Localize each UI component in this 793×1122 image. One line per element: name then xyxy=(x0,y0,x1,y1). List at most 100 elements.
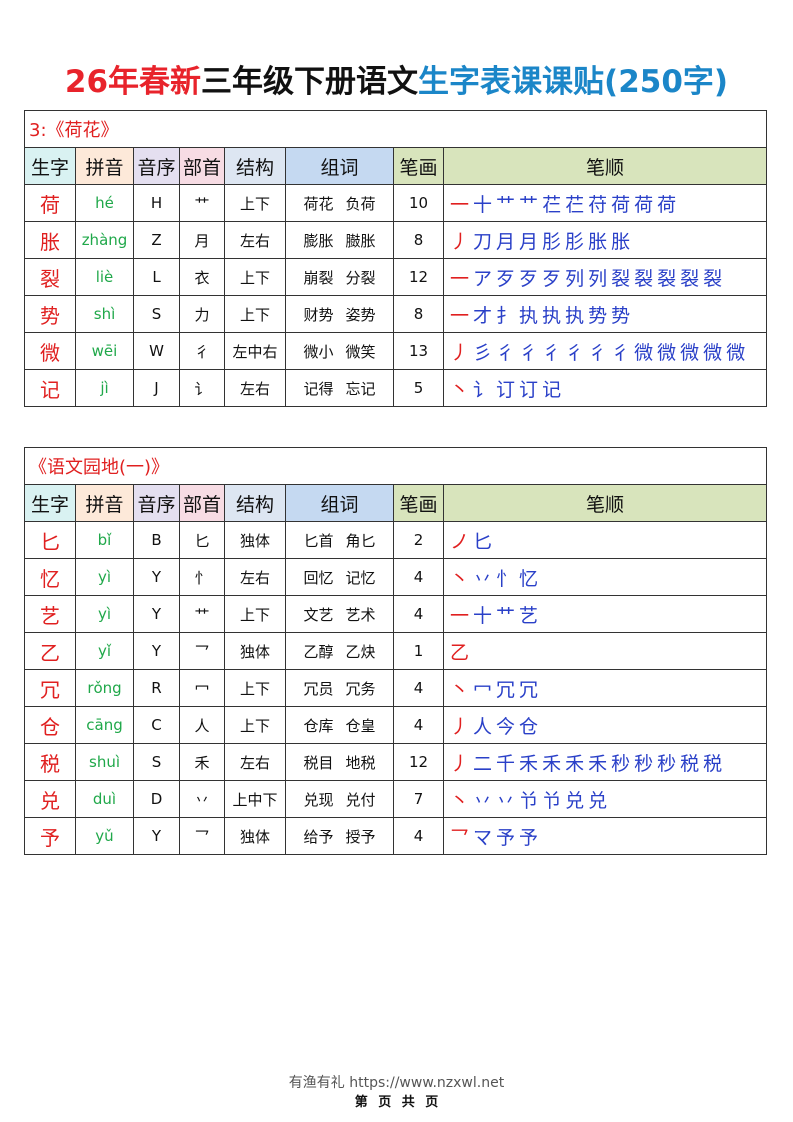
word: 姿势 xyxy=(345,305,376,324)
character: 冗 xyxy=(24,669,76,707)
radical: 冖 xyxy=(179,669,225,707)
pinyin: liè xyxy=(75,258,134,296)
structure: 左右 xyxy=(224,221,286,259)
radical: 禾 xyxy=(179,743,225,781)
words: 税目 地税 xyxy=(285,743,394,781)
pinyin: rǒng xyxy=(75,669,134,707)
character-table: 3:《荷花》 生字 拼音 音序 部首 结构 组词 笔画 笔顺 荷 hé H 艹 上下 荷花 负荷 … xyxy=(23,110,768,407)
radical: 衣 xyxy=(179,258,225,296)
stroke-step: 执 xyxy=(519,304,540,327)
pinyin: wēi xyxy=(75,332,134,370)
initial: Y xyxy=(133,558,180,596)
stroke-step: 一 xyxy=(450,304,471,327)
stroke-step: 列 xyxy=(588,267,609,290)
table-row: 匕 bǐ B 匕 独体 匕首 角匕 2 ノ匕 xyxy=(24,521,768,559)
initial: R xyxy=(133,669,180,707)
stroke-step: 丶 xyxy=(450,567,471,590)
radical: 人 xyxy=(179,706,225,744)
column-header: 结构 xyxy=(224,147,286,185)
stroke-step: 肜 xyxy=(542,230,563,253)
words: 财势 姿势 xyxy=(285,295,394,333)
pinyin: yǐ xyxy=(75,632,134,670)
stroke-step: 丿 xyxy=(450,230,471,253)
stroke-step: 丶 xyxy=(450,378,471,401)
footer-site: 有渔有礼 https://www.nzxwl.net xyxy=(288,1075,505,1091)
word: 记忆 xyxy=(345,568,376,587)
word: 记得 xyxy=(303,379,334,398)
initial: J xyxy=(133,369,180,407)
stroke-step: 讠 xyxy=(473,378,494,401)
structure: 左中右 xyxy=(224,332,286,370)
initial: H xyxy=(133,184,180,222)
word: 回忆 xyxy=(303,568,334,587)
footer-page-number: 第 页 共 页 xyxy=(354,1095,439,1110)
stroke-count: 12 xyxy=(393,258,444,296)
structure: 上下 xyxy=(224,258,286,296)
word: 膨胀 xyxy=(303,231,334,250)
stroke-step: 彡 xyxy=(473,341,494,364)
pinyin: zhàng xyxy=(75,221,134,259)
stroke-step: 乛 xyxy=(450,826,471,849)
initial: Y xyxy=(133,817,180,855)
column-header: 生字 xyxy=(24,147,76,185)
column-header: 音序 xyxy=(133,484,180,522)
word: 地税 xyxy=(345,753,376,772)
stroke-step: 执 xyxy=(565,304,586,327)
stroke-step: 冖 xyxy=(473,678,494,701)
stroke-order: 丶丷忄忆 xyxy=(442,558,768,596)
words: 微小 微笑 xyxy=(285,332,394,370)
stroke-order: 丿二千禾禾禾禾秒秒秒税税 xyxy=(442,743,768,781)
stroke-step: 订 xyxy=(496,378,517,401)
stroke-step: 彳 xyxy=(588,341,609,364)
stroke-step: 月 xyxy=(496,230,517,253)
stroke-step: 微 xyxy=(634,341,655,364)
table-row: 胀 zhàng Z 月 左右 膨胀 臌胀 8 丿刀月月肜肜胀胀 xyxy=(24,221,768,259)
table-row: 势 shì S 力 上下 财势 姿势 8 一才扌执执执势势 xyxy=(24,295,768,333)
word: 荷花 xyxy=(303,194,334,213)
words: 记得 忘记 xyxy=(285,369,394,407)
stroke-step: 彳 xyxy=(542,341,563,364)
structure: 上下 xyxy=(224,706,286,744)
stroke-count: 2 xyxy=(393,521,444,559)
stroke-step: 微 xyxy=(680,341,701,364)
column-header: 拼音 xyxy=(75,147,134,185)
stroke-count: 1 xyxy=(393,632,444,670)
pinyin: yì xyxy=(75,595,134,633)
stroke-step: 千 xyxy=(496,752,517,775)
stroke-order: 乛マ予予 xyxy=(442,817,768,855)
structure: 独体 xyxy=(224,521,286,559)
column-header: 拼音 xyxy=(75,484,134,522)
table-row: 荷 hé H 艹 上下 荷花 负荷 10 一十艹艹芢芢苻荷荷荷 xyxy=(24,184,768,222)
radical: 月 xyxy=(179,221,225,259)
word: 分裂 xyxy=(345,268,376,287)
stroke-step: 今 xyxy=(496,715,517,738)
pinyin: cāng xyxy=(75,706,134,744)
word: 文艺 xyxy=(303,605,334,624)
stroke-step: 势 xyxy=(611,304,632,327)
stroke-count: 5 xyxy=(393,369,444,407)
character: 记 xyxy=(24,369,76,407)
stroke-step: 苻 xyxy=(588,193,609,216)
radical: 匕 xyxy=(179,521,225,559)
radical: 力 xyxy=(179,295,225,333)
words: 崩裂 分裂 xyxy=(285,258,394,296)
structure: 独体 xyxy=(224,632,286,670)
stroke-step: 丶 xyxy=(450,678,471,701)
radical: 艹 xyxy=(179,184,225,222)
stroke-step: 微 xyxy=(726,341,747,364)
stroke-step: 予 xyxy=(519,826,540,849)
stroke-step: 丿 xyxy=(450,715,471,738)
stroke-step: 艹 xyxy=(496,193,517,216)
stroke-step: 彳 xyxy=(519,341,540,364)
stroke-step: 胀 xyxy=(611,230,632,253)
pinyin: shì xyxy=(75,295,134,333)
structure: 上下 xyxy=(224,184,286,222)
word: 仓库 xyxy=(303,716,334,735)
column-header: 笔画 xyxy=(393,147,444,185)
stroke-order: 一十艹艺 xyxy=(442,595,768,633)
stroke-step: 肜 xyxy=(565,230,586,253)
column-header: 笔顺 xyxy=(442,147,768,185)
stroke-count: 10 xyxy=(393,184,444,222)
character: 兑 xyxy=(24,780,76,818)
stroke-step: 禾 xyxy=(542,752,563,775)
